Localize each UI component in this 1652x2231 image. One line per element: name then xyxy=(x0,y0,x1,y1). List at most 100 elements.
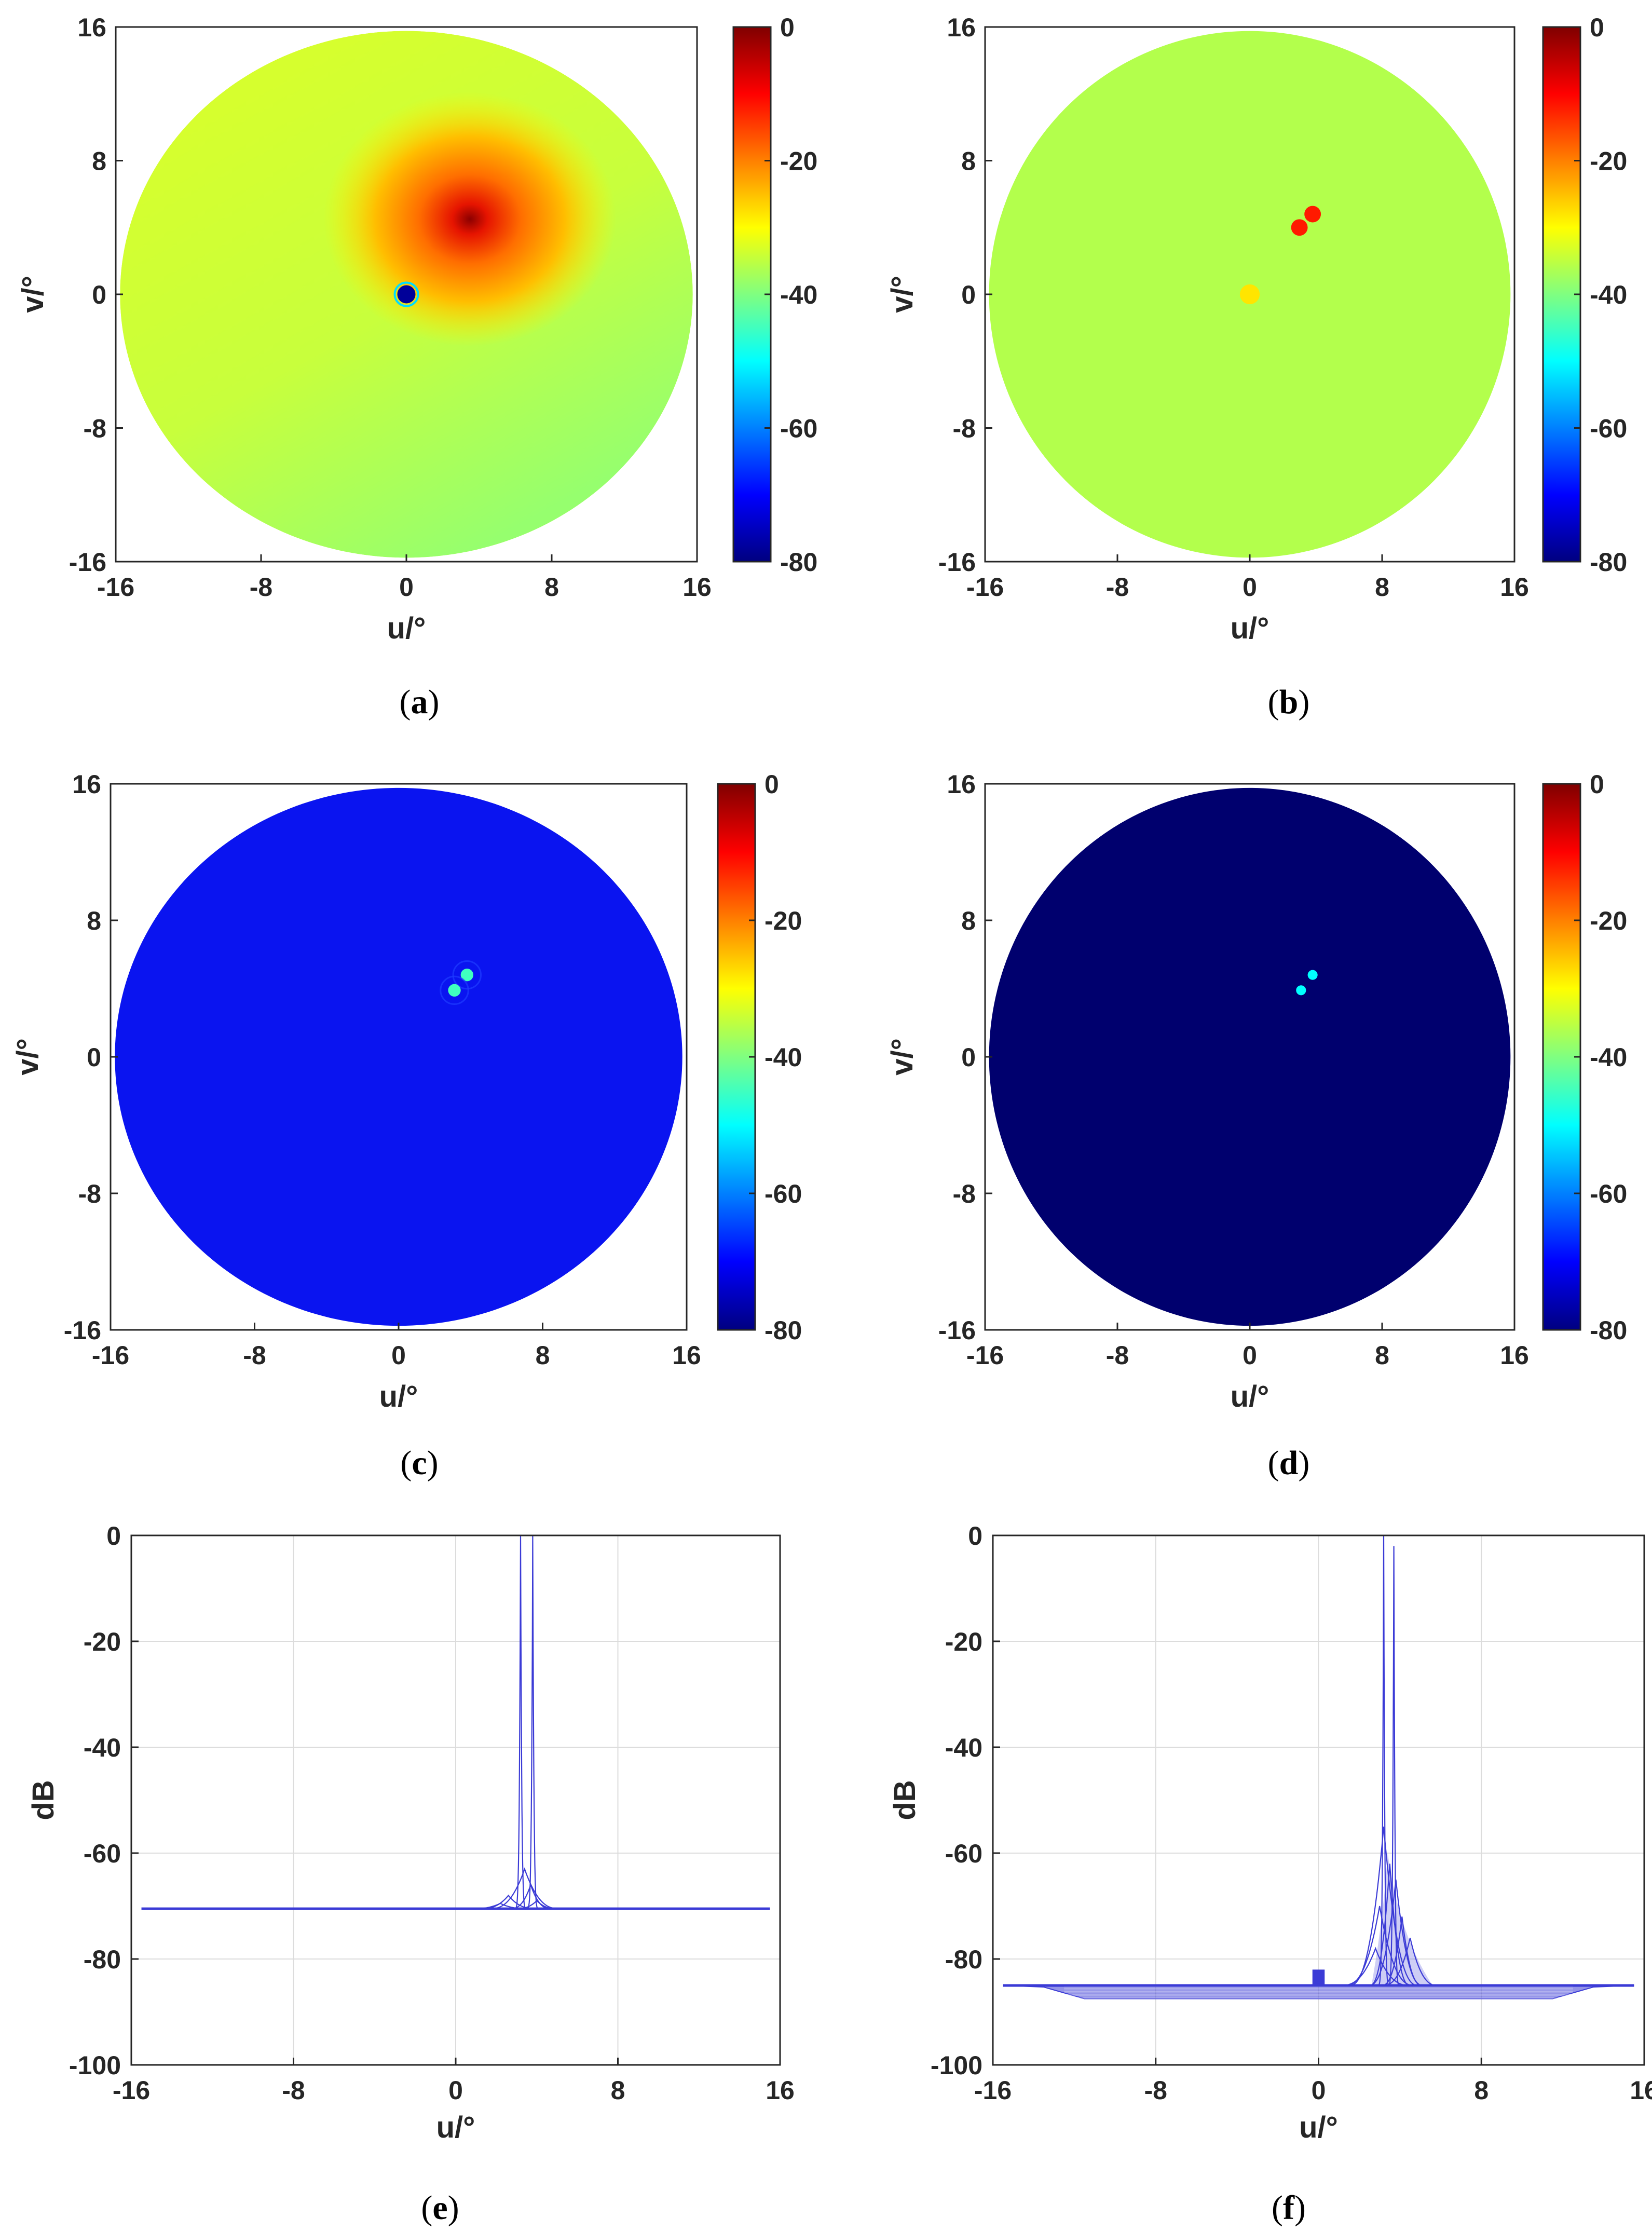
y-tick-label: 16 xyxy=(947,13,976,42)
x-tick-label: -16 xyxy=(92,1341,129,1370)
y-tick-label: -80 xyxy=(945,1945,982,1974)
y-axis-label: v/° xyxy=(11,1038,45,1076)
heatmap-mark-ring xyxy=(393,281,419,307)
x-axis-label: u/° xyxy=(1231,611,1269,645)
x-tick-label: -8 xyxy=(243,1341,266,1370)
x-tick-label: -16 xyxy=(974,2076,1012,2105)
colorbar-tick-label: -80 xyxy=(1590,548,1627,577)
x-tick-label: -8 xyxy=(1106,1341,1129,1370)
colorbar-tick-label: -80 xyxy=(1590,1316,1627,1345)
panel-label: (a) xyxy=(400,683,440,721)
y-tick-label: -8 xyxy=(953,414,976,443)
y-tick-label: 0 xyxy=(87,1043,101,1072)
y-axis-label: dB xyxy=(26,1780,60,1820)
colorbar-tick-label: 0 xyxy=(1590,13,1604,42)
x-tick-label: 16 xyxy=(766,2076,795,2105)
colorbar-tick-label: -80 xyxy=(764,1316,802,1345)
x-tick-label: 0 xyxy=(1243,573,1257,602)
y-tick-label: 0 xyxy=(92,280,106,309)
y-tick-label: 16 xyxy=(947,770,976,799)
y-tick-label: -80 xyxy=(84,1945,121,1974)
x-tick-label: 0 xyxy=(1312,2076,1326,2105)
x-tick-label: 16 xyxy=(1500,1341,1529,1370)
colorbar: 0 -20 -40 -60 -80 xyxy=(732,13,817,577)
x-tick-label: 16 xyxy=(672,1341,701,1370)
x-tick-label: 16 xyxy=(682,573,712,602)
heatmap-mark xyxy=(1296,985,1306,996)
y-tick-label: 8 xyxy=(92,147,106,176)
y-tick-label: 16 xyxy=(77,13,106,42)
heatmap-sidelobe-ring xyxy=(452,960,482,990)
heatmap-mark xyxy=(448,984,461,997)
x-axis-label: u/° xyxy=(379,1380,418,1413)
y-tick-label: -8 xyxy=(953,1179,976,1208)
colorbar-tick-label: -40 xyxy=(1590,280,1627,309)
x-tick-label: 0 xyxy=(391,1341,406,1370)
y-tick-label: 0 xyxy=(106,1521,121,1550)
heatmap-region xyxy=(989,787,1511,1326)
peak-envelope xyxy=(1371,1853,1433,1985)
heatmap-region xyxy=(115,787,682,1326)
line-series xyxy=(1003,1535,1634,1999)
heatmap-mark xyxy=(1291,219,1308,236)
x-tick-label: -16 xyxy=(97,573,134,602)
x-axis-label: u/° xyxy=(436,2111,475,2144)
colorbar-tick-label: -40 xyxy=(1590,1043,1627,1072)
x-tick-label: 16 xyxy=(1500,573,1529,602)
x-tick-label: 8 xyxy=(1474,2076,1489,2105)
heatmap-sidelobe-ring xyxy=(440,975,469,1005)
colorbar-tick-label: -80 xyxy=(780,548,817,577)
x-tick-label: -16 xyxy=(966,573,1004,602)
heatmap-mark xyxy=(397,285,416,304)
colorbar-tick-label: -40 xyxy=(764,1043,802,1072)
x-tick-label: 8 xyxy=(611,2076,625,2105)
x-tick-label: 0 xyxy=(448,2076,463,2105)
y-tick-label: 0 xyxy=(968,1521,982,1550)
x-axis-label: u/° xyxy=(387,611,426,645)
peak-line xyxy=(1386,1546,1401,1987)
colorbar-tick-label: -40 xyxy=(780,280,817,309)
floor-band xyxy=(1003,1985,1634,1999)
x-tick-label: -8 xyxy=(282,2076,305,2105)
y-tick-label: 16 xyxy=(72,770,101,799)
colorbar-tick-label: 0 xyxy=(1590,770,1604,799)
y-tick-label: -20 xyxy=(84,1627,121,1656)
x-tick-label: -8 xyxy=(1144,2076,1167,2105)
x-tick-label: 8 xyxy=(544,573,559,602)
x-tick-label: -16 xyxy=(113,2076,150,2105)
x-tick-label: -8 xyxy=(1106,573,1129,602)
peak-line xyxy=(1369,1863,1411,1987)
x-tick-label: 16 xyxy=(1630,2076,1652,2105)
panel-label: (b) xyxy=(1268,683,1310,721)
x-axis-label: u/° xyxy=(1299,2111,1338,2144)
peak-line xyxy=(510,1883,551,1910)
y-tick-label: 8 xyxy=(961,906,976,935)
colorbar-tick-label: 0 xyxy=(764,770,779,799)
colorbar-tick-label: -60 xyxy=(1590,414,1627,443)
colorbar-tick-label: -60 xyxy=(764,1179,802,1208)
colorbar-tick-label: -20 xyxy=(764,906,802,935)
y-tick-label: -60 xyxy=(945,1839,982,1868)
x-tick-label: 8 xyxy=(536,1341,550,1370)
heatmap-mark xyxy=(460,969,473,982)
y-tick-label: -20 xyxy=(945,1627,982,1656)
colorbar-tick-label: -60 xyxy=(780,414,817,443)
colorbar: 0 -20 -40 -60 -80 xyxy=(1542,770,1627,1345)
y-tick-label: -16 xyxy=(64,1316,101,1345)
y-tick-label: -16 xyxy=(938,548,976,577)
y-tick-label: 8 xyxy=(87,906,101,935)
x-tick-label: 8 xyxy=(1375,1341,1389,1370)
y-axis-label: v/° xyxy=(16,276,50,313)
peak-line xyxy=(490,1867,559,1910)
x-tick-label: 0 xyxy=(1243,1341,1257,1370)
x-tick-label: -8 xyxy=(250,573,272,602)
y-tick-label: -16 xyxy=(69,548,106,577)
heatmap-mark xyxy=(1307,970,1318,980)
colorbar-tick-label: -60 xyxy=(1590,1179,1627,1208)
x-tick-label: 0 xyxy=(399,573,414,602)
